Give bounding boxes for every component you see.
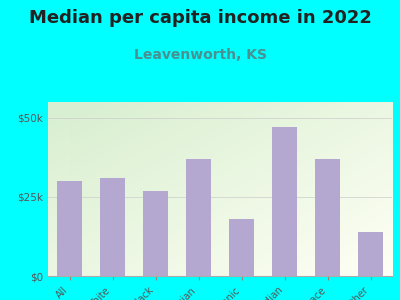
Bar bbox=[186, 159, 212, 276]
Bar bbox=[272, 127, 297, 276]
Bar bbox=[100, 178, 126, 276]
Text: Leavenworth, KS: Leavenworth, KS bbox=[134, 48, 266, 62]
Bar bbox=[229, 219, 254, 276]
Bar bbox=[100, 178, 126, 276]
Bar bbox=[57, 181, 82, 276]
Bar bbox=[142, 190, 168, 276]
Bar bbox=[315, 159, 340, 276]
Bar bbox=[229, 219, 254, 276]
Bar bbox=[142, 190, 168, 276]
Text: Median per capita income in 2022: Median per capita income in 2022 bbox=[28, 9, 372, 27]
Bar bbox=[186, 159, 212, 276]
Bar bbox=[358, 232, 383, 276]
Bar bbox=[315, 159, 340, 276]
Bar bbox=[57, 181, 82, 276]
Bar bbox=[272, 127, 297, 276]
Bar bbox=[358, 232, 383, 276]
